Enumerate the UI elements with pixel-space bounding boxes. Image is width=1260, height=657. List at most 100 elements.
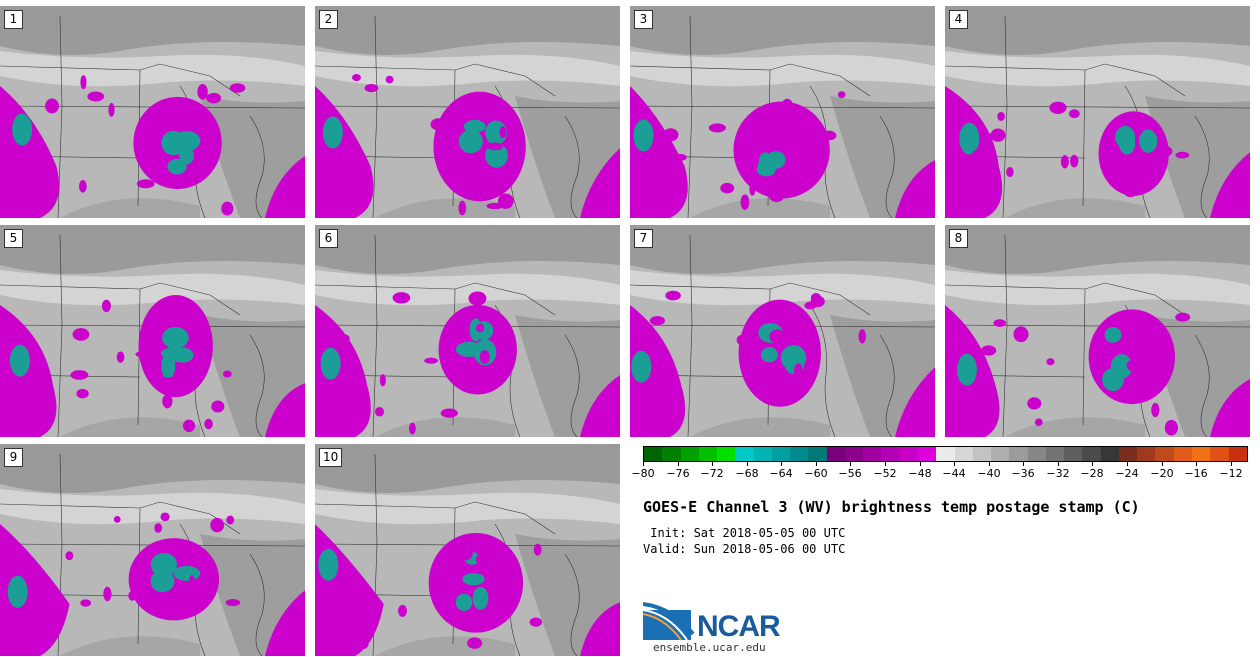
moist-band	[945, 51, 1250, 87]
dry-band-south	[60, 198, 200, 218]
cold-cloud-cell	[799, 318, 811, 330]
very-cold-cloud-core	[780, 345, 807, 371]
member-panel-2[interactable]: 2	[315, 6, 620, 218]
border-line	[372, 15, 378, 218]
very-cold-cloud-core	[462, 573, 485, 586]
colorbar-swatch	[1155, 447, 1174, 461]
very-cold-cloud-core	[150, 569, 175, 593]
member-panel-5[interactable]: 5	[0, 225, 305, 437]
colorbar-swatch	[753, 447, 772, 461]
cold-cloud-cell	[424, 357, 438, 364]
colorbar-tick-mark	[712, 462, 713, 466]
cold-cloud-cell	[740, 194, 750, 210]
dry-band-north	[945, 225, 1250, 274]
chart-title: GOES-E Channel 3 (WV) brightness temp po…	[643, 498, 1140, 516]
cold-cloud-cell	[352, 74, 361, 82]
member-panel-3[interactable]: 3	[630, 6, 935, 218]
cold-cloud-cell	[479, 350, 490, 365]
cold-cloud-cell	[206, 92, 222, 104]
border-line	[1194, 115, 1210, 218]
dry-band-south	[1005, 417, 1145, 437]
colorbar-swatch	[1082, 447, 1101, 461]
border-line	[687, 15, 693, 218]
colorbar-tick-mark	[1023, 462, 1024, 466]
dry-band-north	[315, 6, 620, 55]
cold-cloud-cell	[972, 150, 980, 160]
member-panel-10[interactable]: 10	[315, 444, 620, 656]
ensemble-url-link[interactable]: ensemble.ucar.edu	[653, 641, 766, 654]
border-line	[630, 63, 871, 97]
colorbar-swatch	[1009, 447, 1028, 461]
cold-cloud-cell	[162, 394, 173, 409]
cold-cloud-region	[0, 524, 70, 656]
moist-band	[630, 270, 935, 306]
member-panel-7[interactable]: 7	[630, 225, 935, 437]
colorbar-swatch	[954, 447, 973, 461]
colorbar-swatch	[826, 447, 845, 461]
cold-cloud-cell	[409, 422, 416, 435]
cold-cloud-region	[1210, 152, 1250, 218]
member-number-badge: 5	[4, 229, 23, 248]
cold-cloud-cell	[749, 182, 756, 196]
member-panel-4[interactable]: 4	[945, 6, 1250, 218]
cold-cloud-cell	[458, 200, 467, 216]
member-panel-1[interactable]: 1	[0, 6, 305, 218]
colorbar-tick-label: −72	[700, 467, 724, 480]
colorbar-swatch	[662, 447, 681, 461]
cold-cloud-cell	[1151, 402, 1160, 418]
very-cold-cloud-core	[485, 120, 507, 145]
border-line	[249, 334, 265, 437]
colorbar-swatch	[936, 447, 955, 461]
cold-cloud-cell	[346, 571, 355, 582]
colorbar-tick-label: −12	[1219, 467, 1243, 480]
very-cold-cloud-core	[1102, 368, 1125, 392]
dry-band-south	[1005, 198, 1145, 218]
cold-cloud-cell	[65, 551, 74, 561]
colorbar-swatch	[972, 447, 992, 461]
cold-cloud-cell	[70, 370, 89, 380]
cold-cloud-cell	[499, 126, 507, 139]
colorbar	[643, 446, 1248, 462]
cold-cloud-cell	[80, 599, 92, 607]
cold-cloud-cell	[135, 351, 150, 358]
colorbar-swatch	[991, 447, 1010, 461]
colorbar-swatch	[1045, 447, 1065, 461]
cold-cloud-cell	[496, 372, 504, 386]
very-cold-cloud-core	[766, 151, 786, 169]
very-cold-cloud-core	[162, 326, 189, 349]
colorbar-tick-mark	[1058, 462, 1059, 466]
very-cold-cloud-core	[956, 353, 977, 386]
cold-cloud-cell	[210, 517, 225, 533]
border-line	[1082, 288, 1086, 426]
wv-imagery-map	[0, 225, 305, 437]
ncar-logo[interactable]: NCAR ensemble.ucar.edu	[643, 600, 803, 656]
cold-cloud-cell	[1139, 378, 1148, 391]
very-cold-cloud-core	[12, 113, 33, 146]
border-line	[945, 105, 1250, 109]
very-cold-cloud-core	[760, 347, 778, 363]
cold-cloud-cell	[669, 152, 680, 162]
member-number-badge: 3	[634, 10, 653, 29]
very-cold-cloud-core	[472, 586, 489, 610]
cold-cloud-cell	[655, 392, 664, 409]
wv-imagery-map	[315, 444, 620, 656]
border-line	[945, 63, 1186, 97]
border-line	[1002, 234, 1008, 437]
moist-band	[315, 270, 620, 306]
very-cold-cloud-core	[9, 344, 30, 377]
border-line	[137, 288, 141, 426]
member-panel-6[interactable]: 6	[315, 225, 620, 437]
cold-cloud-cell	[1126, 358, 1144, 373]
cold-cloud-cell	[708, 123, 726, 133]
cold-cloud-cell	[459, 544, 473, 561]
member-panel-8[interactable]: 8	[945, 225, 1250, 437]
cold-cloud-cell	[87, 91, 105, 102]
cold-cloud-cell	[487, 142, 503, 151]
very-cold-cloud-core	[633, 119, 654, 152]
cold-cloud-cell	[430, 118, 447, 131]
colorbar-tick-mark	[1127, 462, 1128, 466]
cold-cloud-cell	[662, 128, 679, 142]
colorbar-swatch	[1027, 447, 1046, 461]
cold-cloud-cell	[379, 374, 386, 387]
member-panel-9[interactable]: 9	[0, 444, 305, 656]
